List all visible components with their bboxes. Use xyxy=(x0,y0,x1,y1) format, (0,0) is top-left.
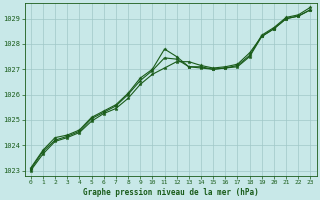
X-axis label: Graphe pression niveau de la mer (hPa): Graphe pression niveau de la mer (hPa) xyxy=(83,188,259,197)
